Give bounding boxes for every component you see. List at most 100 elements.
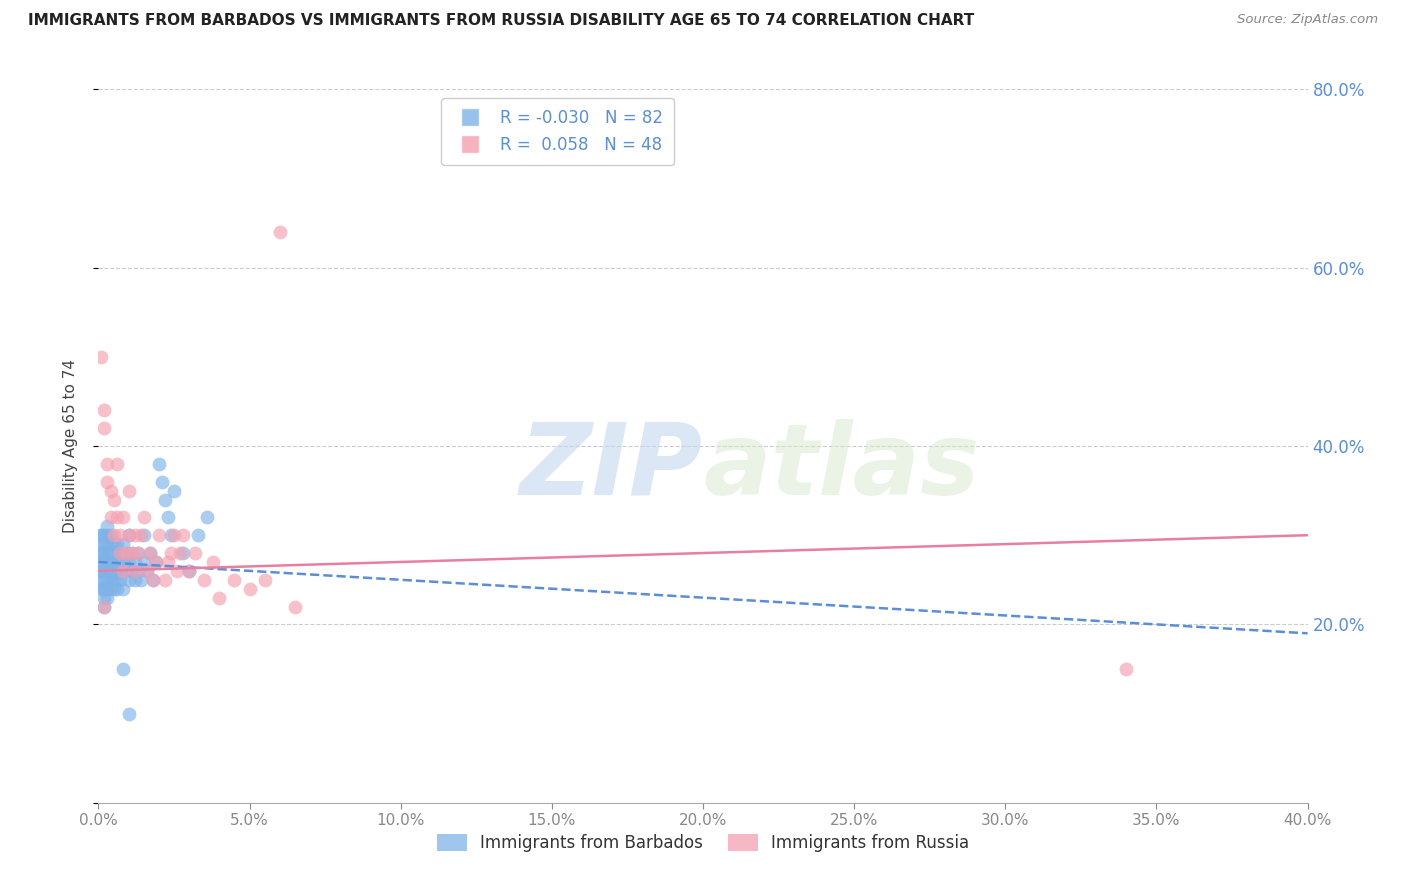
Point bbox=[105, 537, 128, 551]
Point bbox=[121, 546, 143, 560]
Point bbox=[187, 528, 209, 542]
Point bbox=[118, 555, 141, 569]
Point bbox=[105, 573, 128, 587]
Point bbox=[100, 582, 122, 596]
Point bbox=[153, 573, 176, 587]
Point bbox=[111, 537, 134, 551]
Point bbox=[105, 555, 128, 569]
Legend: Immigrants from Barbados, Immigrants from Russia: Immigrants from Barbados, Immigrants fro… bbox=[430, 827, 976, 859]
Point bbox=[111, 510, 134, 524]
Point bbox=[153, 492, 176, 507]
Point bbox=[118, 528, 141, 542]
Point bbox=[90, 528, 112, 542]
Point bbox=[93, 421, 115, 435]
Point bbox=[163, 483, 186, 498]
Point bbox=[103, 528, 125, 542]
Point bbox=[96, 537, 118, 551]
Point bbox=[135, 564, 157, 578]
Point bbox=[166, 564, 188, 578]
Point bbox=[163, 528, 186, 542]
Point bbox=[90, 537, 112, 551]
Point bbox=[135, 564, 157, 578]
Point bbox=[93, 591, 115, 605]
Point bbox=[108, 546, 131, 560]
Point bbox=[103, 492, 125, 507]
Point bbox=[103, 546, 125, 560]
Point bbox=[148, 528, 170, 542]
Point bbox=[103, 555, 125, 569]
Point bbox=[169, 546, 191, 560]
Point bbox=[160, 546, 183, 560]
Point bbox=[124, 555, 146, 569]
Point bbox=[114, 546, 136, 560]
Point bbox=[100, 537, 122, 551]
Point bbox=[96, 528, 118, 542]
Point bbox=[100, 546, 122, 560]
Point bbox=[208, 591, 231, 605]
Point bbox=[105, 510, 128, 524]
Point bbox=[96, 582, 118, 596]
Point bbox=[93, 599, 115, 614]
Point bbox=[127, 546, 149, 560]
Point bbox=[172, 528, 194, 542]
Point bbox=[100, 564, 122, 578]
Point bbox=[150, 475, 173, 489]
Point bbox=[193, 573, 215, 587]
Point bbox=[96, 555, 118, 569]
Point bbox=[108, 528, 131, 542]
Point bbox=[172, 546, 194, 560]
Point bbox=[179, 564, 201, 578]
Point bbox=[132, 510, 155, 524]
Text: ZIP: ZIP bbox=[520, 419, 703, 516]
Point bbox=[284, 599, 307, 614]
Point bbox=[202, 555, 225, 569]
Point bbox=[160, 528, 183, 542]
Point bbox=[93, 537, 115, 551]
Point bbox=[118, 573, 141, 587]
Point bbox=[111, 662, 134, 676]
Point bbox=[103, 564, 125, 578]
Point bbox=[90, 573, 112, 587]
Point bbox=[132, 555, 155, 569]
Text: IMMIGRANTS FROM BARBADOS VS IMMIGRANTS FROM RUSSIA DISABILITY AGE 65 TO 74 CORRE: IMMIGRANTS FROM BARBADOS VS IMMIGRANTS F… bbox=[28, 13, 974, 29]
Point bbox=[111, 582, 134, 596]
Point bbox=[129, 528, 152, 542]
Point bbox=[96, 475, 118, 489]
Point bbox=[269, 225, 291, 239]
Point bbox=[100, 510, 122, 524]
Point bbox=[142, 573, 165, 587]
Point bbox=[105, 457, 128, 471]
Point bbox=[96, 546, 118, 560]
Point bbox=[118, 483, 141, 498]
Point bbox=[90, 555, 112, 569]
Point bbox=[108, 546, 131, 560]
Point bbox=[93, 564, 115, 578]
Point bbox=[127, 546, 149, 560]
Point bbox=[93, 403, 115, 417]
Point bbox=[103, 537, 125, 551]
Point bbox=[103, 582, 125, 596]
Point bbox=[90, 564, 112, 578]
Y-axis label: Disability Age 65 to 74: Disability Age 65 to 74 bbox=[63, 359, 77, 533]
Point bbox=[93, 528, 115, 542]
Point bbox=[105, 582, 128, 596]
Point bbox=[90, 546, 112, 560]
Point bbox=[111, 564, 134, 578]
Point bbox=[148, 457, 170, 471]
Point bbox=[1115, 662, 1137, 676]
Point bbox=[93, 599, 115, 614]
Point bbox=[114, 546, 136, 560]
Point bbox=[93, 582, 115, 596]
Point bbox=[96, 519, 118, 533]
Point bbox=[121, 546, 143, 560]
Point bbox=[90, 350, 112, 364]
Point bbox=[100, 483, 122, 498]
Point bbox=[127, 564, 149, 578]
Point bbox=[90, 528, 112, 542]
Text: atlas: atlas bbox=[703, 419, 980, 516]
Point bbox=[121, 564, 143, 578]
Point bbox=[145, 555, 167, 569]
Point bbox=[124, 528, 146, 542]
Point bbox=[93, 546, 115, 560]
Point bbox=[90, 564, 112, 578]
